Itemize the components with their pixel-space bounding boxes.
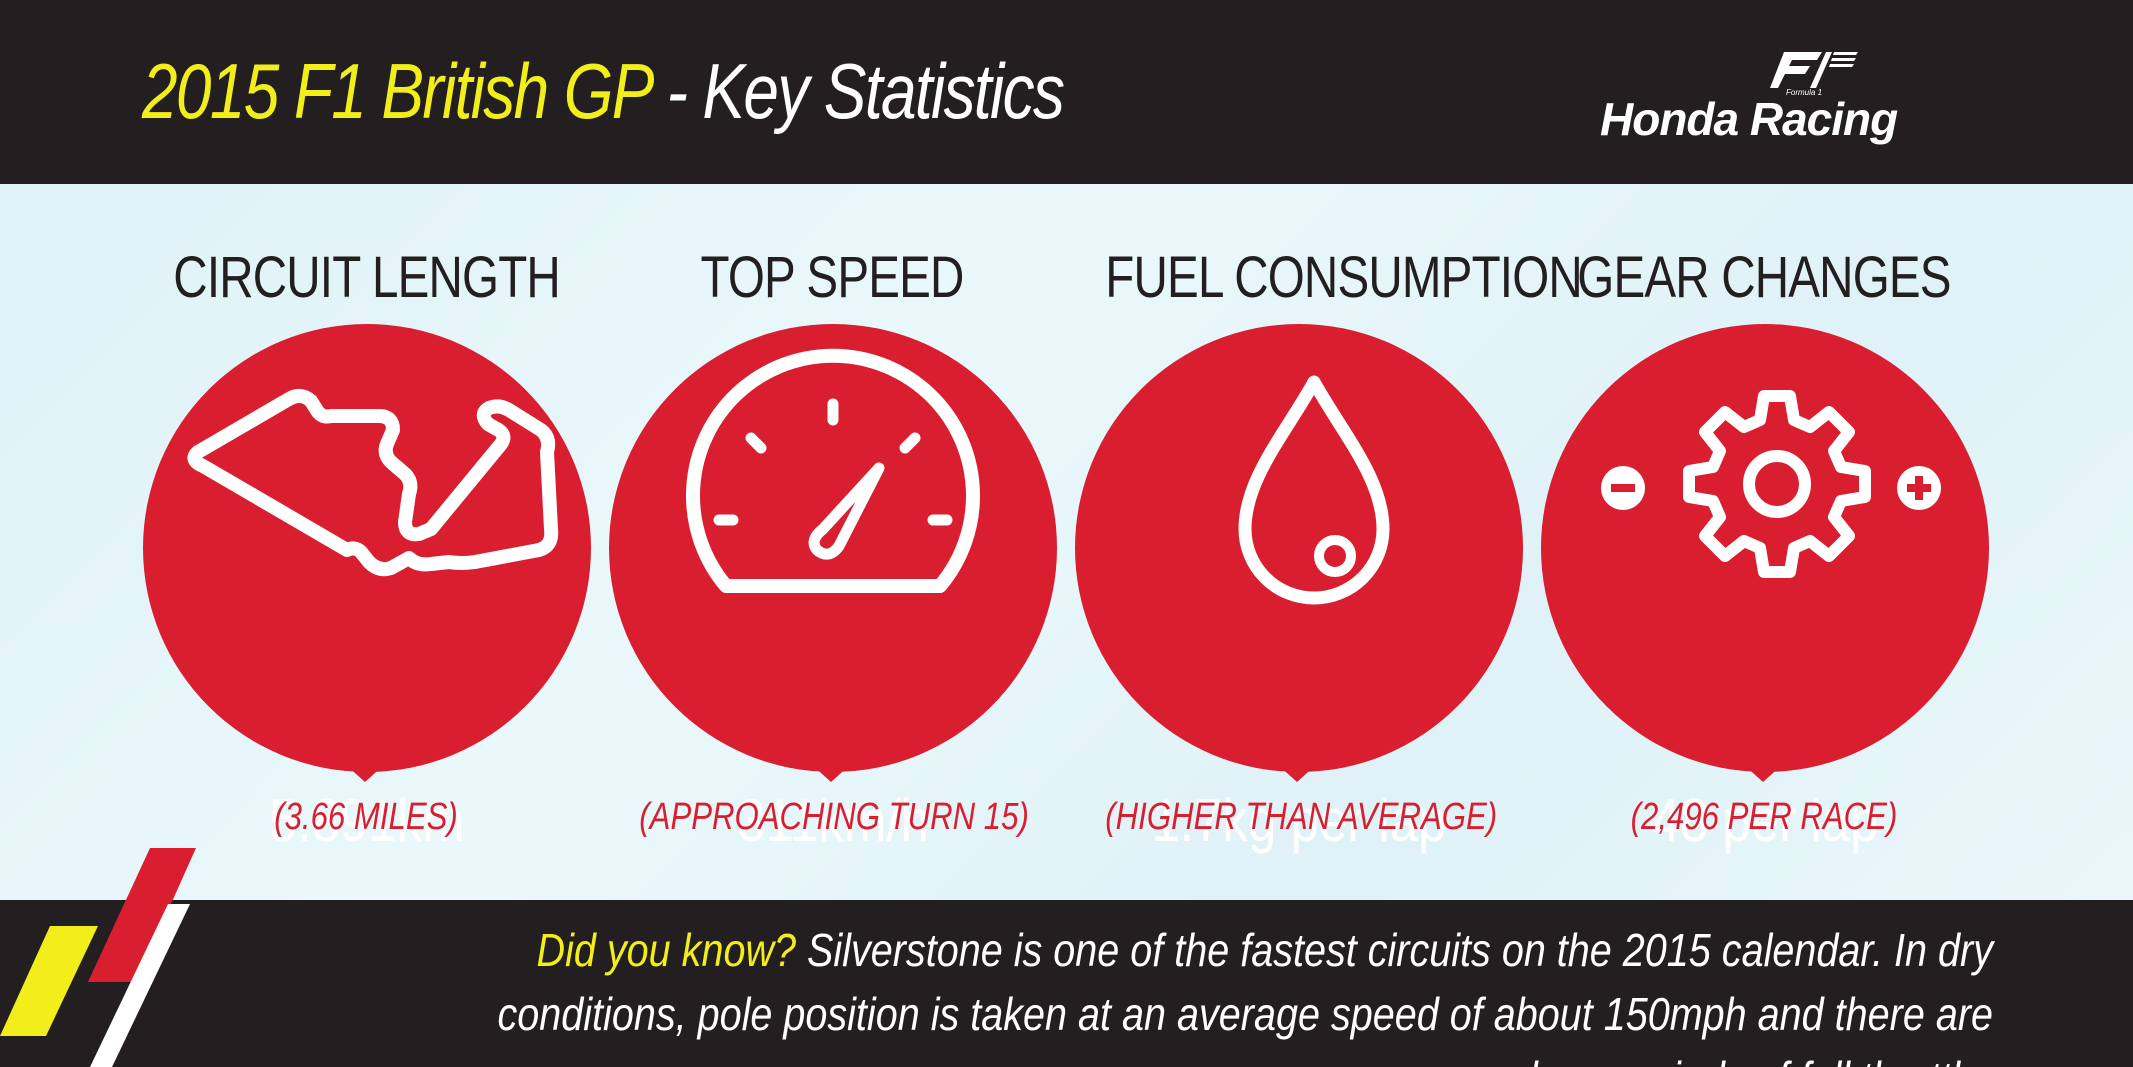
- stat-pointer: [1743, 764, 1783, 782]
- stat-circle: 1.7kg per lap: [1075, 324, 1523, 854]
- minus-icon: [1601, 466, 1645, 510]
- stat-title: FUEL CONSUMPTION: [1105, 245, 1582, 310]
- plus-icon: [1897, 466, 1941, 510]
- stat-subtitle: (2,496 PER RACE): [1630, 796, 1898, 838]
- honda-racing-logo: Formula 1 Honda Racing: [1600, 48, 1990, 148]
- did-you-know-lead: Did you know?: [536, 924, 797, 976]
- stat-pointer: [1277, 764, 1317, 782]
- circuit-map-icon: [187, 389, 559, 577]
- header-bar: 2015 F1 British GP - Key Statistics Form…: [0, 0, 2133, 184]
- speedometer-icon: [686, 348, 980, 593]
- logo-small-text: Formula 1: [1786, 88, 1822, 96]
- did-you-know-text: Did you know? Silverstone is one of the …: [193, 918, 1993, 1067]
- stat-gear-changes: GEAR CHANGES 48 per lap (2,496: [1529, 184, 1999, 864]
- stat-pointer: [811, 764, 851, 782]
- stat-title: CIRCUIT LENGTH: [173, 245, 560, 310]
- logo-text: Honda Racing: [1600, 93, 1898, 145]
- stat-top-speed: TOP SPEED 311km/h (APPROACHING TURN 15): [597, 184, 1067, 864]
- stat-circle: 5.891km: [143, 324, 591, 854]
- title-rest: - Key Statistics: [650, 47, 1065, 135]
- stat-value: 48 per lap: [1651, 787, 1879, 854]
- fuel-drop-icon: [1238, 375, 1390, 605]
- stat-subtitle: (HIGHER THAN AVERAGE): [1105, 796, 1498, 838]
- decorative-stripes: [0, 848, 196, 1067]
- gear-icon: [1601, 390, 1941, 578]
- did-you-know-body: Silverstone is one of the fastest circui…: [497, 924, 1993, 1067]
- stat-title: GEAR CHANGES: [1577, 245, 1951, 310]
- stat-pointer: [345, 764, 385, 782]
- stat-subtitle: (APPROACHING TURN 15): [639, 796, 1029, 838]
- stat-title: TOP SPEED: [700, 245, 964, 310]
- stat-value: 1.7kg per lap: [1151, 787, 1447, 854]
- stat-fuel-consumption: FUEL CONSUMPTION 1.7kg per lap (HIGHER T…: [1063, 184, 1583, 864]
- stat-circle: 311km/h: [609, 324, 1057, 854]
- stat-subtitle: (3.66 MILES): [274, 796, 458, 838]
- stat-value: 311km/h: [737, 787, 929, 854]
- stat-value: 5.891km: [269, 787, 465, 854]
- stat-circle: 48 per lap: [1541, 324, 1989, 854]
- stat-circuit-length: CIRCUIT LENGTH 5.891km (3.66 MILES): [131, 184, 601, 864]
- title-highlight: 2015 F1 British GP: [142, 47, 652, 135]
- page-title: 2015 F1 British GP - Key Statistics: [142, 46, 1065, 137]
- footer-bar: [0, 900, 2133, 1067]
- f1-logo-icon: Formula 1: [1770, 52, 1858, 96]
